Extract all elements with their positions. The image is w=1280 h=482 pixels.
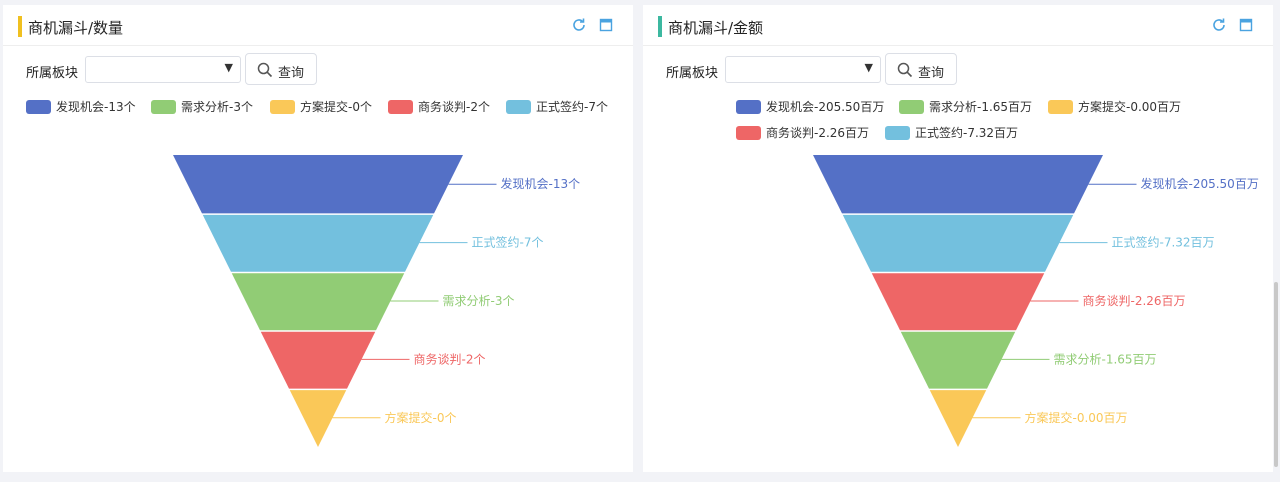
funnel-layer[interactable] xyxy=(842,214,1074,272)
filter-label: 所属板块 xyxy=(666,66,719,81)
funnel-label: 需求分析-1.65百万 xyxy=(1054,352,1157,366)
legend-swatch xyxy=(26,100,51,114)
funnel-label: 需求分析-3个 xyxy=(443,294,515,308)
legend-swatch xyxy=(736,100,761,114)
funnel-layer[interactable] xyxy=(900,331,1016,389)
maximize-icon[interactable] xyxy=(598,17,614,33)
query-button[interactable]: 查询 xyxy=(885,53,957,85)
maximize-icon[interactable] xyxy=(1238,17,1254,33)
funnel-chart: 发现机会-205.50百万正式签约-7.32百万商务谈判-2.26百万需求分析-… xyxy=(813,155,1259,447)
legend-swatch xyxy=(736,126,761,140)
query-button-label: 查询 xyxy=(918,66,945,81)
legend-label: 需求分析-3个 xyxy=(181,100,253,114)
legend-label: 方案提交-0.00百万 xyxy=(1078,100,1182,114)
funnel-layer[interactable] xyxy=(260,331,376,389)
legend-swatch xyxy=(885,126,910,140)
search-icon xyxy=(897,62,913,78)
funnel-layer[interactable] xyxy=(231,273,405,331)
caret-down-icon: ▼ xyxy=(864,61,873,74)
funnel-layer[interactable] xyxy=(871,273,1045,331)
funnel-panel-quantity: 商机漏斗/数量 所属板块 ▼ 查询 发现机会-13个 需求分析-3个 方案提交-… xyxy=(3,5,633,472)
query-button[interactable]: 查询 xyxy=(245,53,317,85)
legend-label: 商务谈判-2个 xyxy=(418,100,490,114)
panel-title: 商机漏斗/金额 xyxy=(668,19,764,37)
legend-swatch xyxy=(388,100,413,114)
panel-header: 商机漏斗/数量 xyxy=(3,5,633,46)
sector-select[interactable]: ▼ xyxy=(725,56,881,83)
funnel-label: 商务谈判-2.26百万 xyxy=(1083,293,1186,308)
funnel-label: 方案提交-0个 xyxy=(385,410,457,425)
funnel-label: 发现机会-205.50百万 xyxy=(1141,176,1259,191)
caret-down-icon: ▼ xyxy=(224,61,233,74)
refresh-icon[interactable] xyxy=(1211,17,1227,33)
vertical-scrollbar[interactable] xyxy=(1274,282,1278,467)
legend-label: 发现机会-205.50百万 xyxy=(766,100,885,114)
legend-label: 发现机会-13个 xyxy=(56,100,136,114)
legend-label: 方案提交-0个 xyxy=(300,100,372,114)
panel-header: 商机漏斗/金额 xyxy=(643,5,1273,46)
funnel-layer[interactable] xyxy=(202,214,434,272)
funnel-layer[interactable] xyxy=(289,390,347,447)
panel-title: 商机漏斗/数量 xyxy=(28,19,124,37)
refresh-icon[interactable] xyxy=(571,17,587,33)
funnel-label: 方案提交-0.00百万 xyxy=(1025,410,1128,425)
legend-swatch xyxy=(506,100,531,114)
title-accent-bar xyxy=(658,16,662,37)
funnel-layer[interactable] xyxy=(813,155,1103,214)
title-accent-bar xyxy=(18,16,22,37)
legend-label: 商务谈判-2.26百万 xyxy=(766,126,870,140)
funnel-layer[interactable] xyxy=(173,155,463,214)
legend-swatch xyxy=(1048,100,1073,114)
legend-swatch xyxy=(270,100,295,114)
legend-label: 正式签约-7.32百万 xyxy=(915,126,1019,140)
legend-swatch xyxy=(899,100,924,114)
funnel-label: 发现机会-13个 xyxy=(501,176,581,191)
funnel-label: 商务谈判-2个 xyxy=(414,351,486,366)
legend-swatch xyxy=(151,100,176,114)
search-icon xyxy=(257,62,273,78)
legend-label: 正式签约-7个 xyxy=(536,100,608,114)
funnel-layer[interactable] xyxy=(929,390,987,447)
query-button-label: 查询 xyxy=(278,66,305,81)
filter-label: 所属板块 xyxy=(26,66,79,81)
funnel-label: 正式签约-7个 xyxy=(472,235,544,250)
legend-label: 需求分析-1.65百万 xyxy=(929,100,1033,114)
funnel-panel-amount: 商机漏斗/金额 所属板块 ▼ 查询 发现机会-205.50百万 需求分析-1.6… xyxy=(643,5,1273,472)
funnel-label: 正式签约-7.32百万 xyxy=(1112,235,1215,250)
sector-select[interactable]: ▼ xyxy=(85,56,241,83)
